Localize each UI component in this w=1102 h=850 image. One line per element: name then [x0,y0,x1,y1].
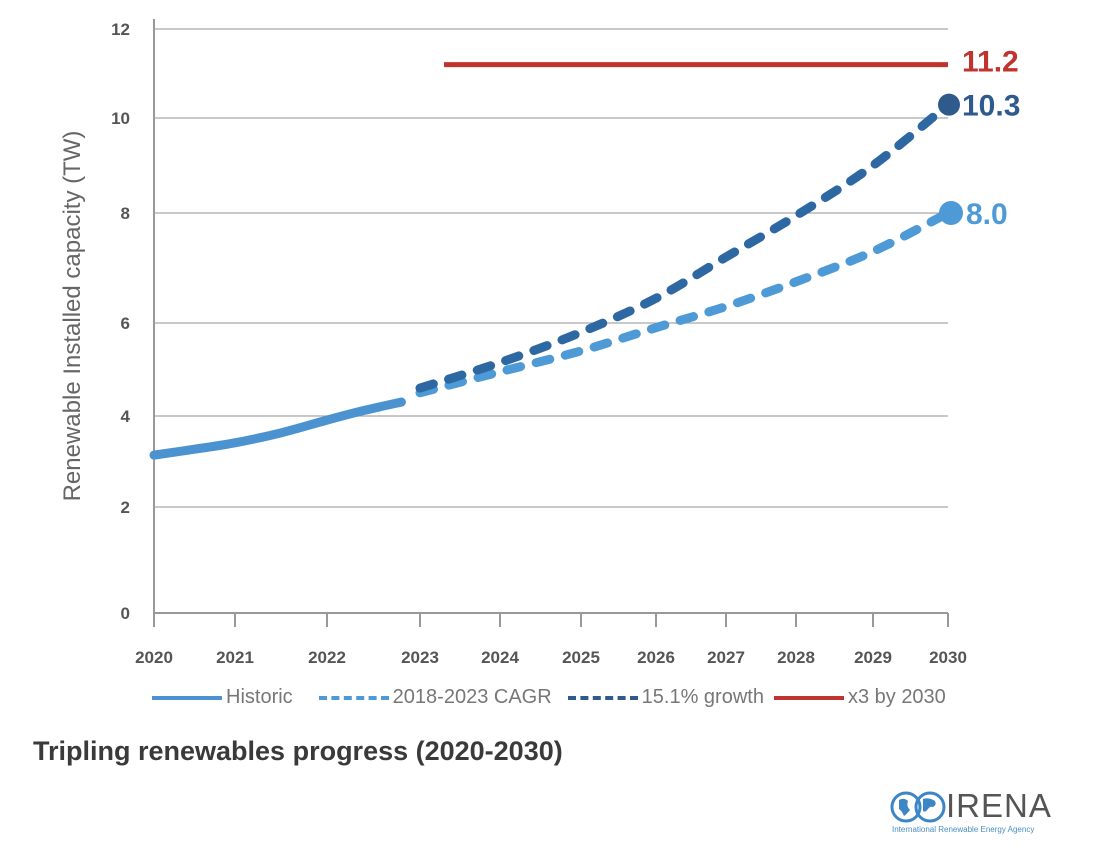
x-tick-label: 2028 [777,648,815,667]
x-tick-label: 2024 [481,648,519,667]
series-historic-point [364,410,365,411]
series-cagr-point [581,350,582,351]
series-growth-point [726,257,727,258]
legend-swatch-target [773,695,844,700]
y-tick-label: 10 [111,109,130,128]
x-tick-label: 2021 [216,648,254,667]
x-tick-label: 2029 [854,648,892,667]
x-tick-labels: 2020 2021 2022 2023 2024 2025 2026 2027 2028 2029… [135,648,967,667]
y-tick-label: 0 [121,604,130,623]
end-label-growth: 10.3 [962,90,1020,123]
series-historic-point [154,455,155,456]
axes [153,19,949,627]
legend-item-historic: Historic [152,686,293,709]
series-growth-point [500,362,501,363]
series-historic-point [281,432,282,433]
gridlines [154,28,948,508]
legend: Historic 2018-2023 CAGR 15.1% growth x3 … [152,686,956,709]
x-tick-label: 2030 [929,648,967,667]
legend-label-target: x3 by 2030 [847,686,946,708]
x-tick-label: 2023 [401,648,439,667]
legend-item-cagr: 2018-2023 CAGR [318,686,552,709]
x-tick-label: 2025 [562,648,600,667]
irena-logo: IRENA International Renewable Energy Age… [890,785,1080,840]
series-cagr-point [500,371,501,372]
series-growth-point [873,165,874,166]
legend-label-historic: Historic [226,686,293,708]
end-labels: 11.2 10.3 8.0 [938,46,1020,231]
series-historic [149,397,406,460]
series-growth-point [581,332,582,333]
logo-subtitle: International Renewable Energy Agency [892,825,1035,834]
x-tick-label: 2022 [308,648,346,667]
series-target-point [948,64,949,65]
x-tick-label: 2026 [637,648,675,667]
end-marker-cagr [939,201,963,225]
end-marker-growth [938,93,960,116]
y-tick-label: 8 [121,204,130,223]
x-tick-label: 2020 [135,648,173,667]
series-growth-point [656,298,657,299]
y-tick-labels: 0 2 4 6 8 10 12 [111,20,130,623]
x-tick-label: 2027 [707,648,745,667]
series-historic-point [235,442,236,443]
end-label-target: 11.2 [962,46,1019,79]
series-growth-point [796,215,797,216]
y-tick-label: 6 [121,314,130,333]
series-group [149,62,953,460]
series-historic-point [194,449,195,450]
y-tick-label: 2 [121,498,130,517]
series-growth [415,100,953,393]
legend-label-cagr: 2018-2023 CAGR [392,686,552,708]
legend-swatch-cagr [318,695,389,700]
series-growth-point [420,388,421,389]
y-tick-label: 12 [111,20,130,39]
chart-title: Tripling renewables progress (2020-2030) [33,736,563,766]
legend-label-growth: 15.1% growth [641,686,764,708]
series-cagr-point [873,251,874,252]
series-cagr-point [656,327,657,328]
end-label-cagr: 8.0 [966,198,1008,231]
y-axis-title: Renewable Installed capacity (TW) [59,131,86,502]
logo-name: IRENA [946,787,1052,824]
series-cagr-point [726,306,727,307]
legend-item-growth: 15.1% growth [567,686,764,709]
series-historic-point [327,420,328,421]
series-target-point [444,64,445,65]
series-cagr-point [796,281,797,282]
globe-icon [890,791,946,823]
legend-item-target: x3 by 2030 [773,686,946,709]
y-tick-label: 4 [121,407,131,426]
series-historic-point [401,402,402,403]
legend-swatch-growth [567,695,638,700]
legend-swatch-historic [152,695,222,700]
series-cagr [415,208,953,398]
